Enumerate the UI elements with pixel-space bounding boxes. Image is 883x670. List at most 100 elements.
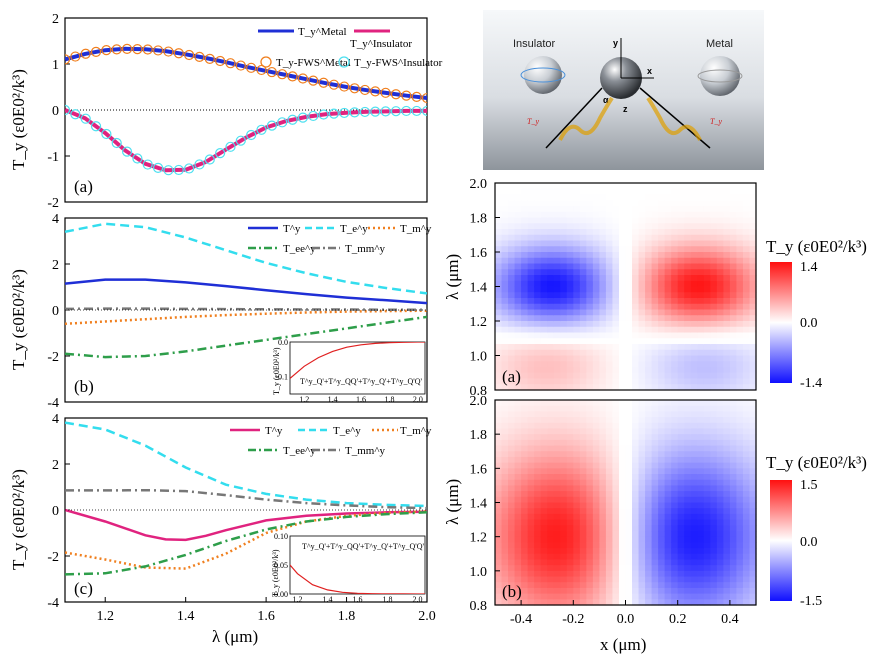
heat-cell xyxy=(534,269,542,276)
heatmap-a: 0.81.01.21.41.61.82.0 (a) λ (μm) T_y (ε0… xyxy=(443,177,867,399)
heat-cell xyxy=(553,445,561,452)
heat-cell xyxy=(658,188,666,196)
heat-cell xyxy=(586,188,594,196)
heat-cell xyxy=(618,367,627,374)
legend-c-tee: T_ee^y xyxy=(283,445,316,457)
heat-cell xyxy=(671,183,679,190)
heat-cell xyxy=(566,275,574,282)
heat-cell xyxy=(599,188,607,196)
heat-cell xyxy=(508,263,516,270)
heat-cell xyxy=(723,434,731,441)
heat-cell xyxy=(579,548,587,555)
heat-cell xyxy=(716,508,724,515)
heat-cell xyxy=(664,280,672,288)
heat-cell xyxy=(599,303,607,311)
heat-cell xyxy=(495,234,503,242)
heat-cell xyxy=(703,417,711,424)
heat-cell xyxy=(534,434,542,441)
heat-cell xyxy=(736,576,744,583)
heat-cell xyxy=(729,502,738,509)
metal-fws-point xyxy=(204,53,215,64)
heat-cell xyxy=(658,183,666,190)
heat-cell xyxy=(527,344,535,351)
heat-cell xyxy=(579,599,587,606)
heat-cell xyxy=(658,384,666,391)
heat-cell xyxy=(599,570,607,578)
heat-cell xyxy=(605,286,614,293)
heat-cell xyxy=(664,292,672,299)
heat-cell xyxy=(684,355,692,362)
heat-cell xyxy=(501,553,509,561)
heat-cell xyxy=(710,502,718,509)
heat-cell xyxy=(645,582,653,589)
heat-cell xyxy=(605,257,614,265)
heat-cell xyxy=(684,548,692,555)
heat-cell xyxy=(651,576,659,583)
heat-cell xyxy=(586,246,594,253)
heat-cell xyxy=(521,513,529,521)
heat-cell xyxy=(540,434,548,441)
heat-cell xyxy=(592,422,601,430)
heat-cell xyxy=(605,349,614,357)
heat-cell xyxy=(625,194,633,201)
heat-cell xyxy=(540,355,548,362)
heat-cell xyxy=(638,502,646,509)
heat-cell xyxy=(547,326,555,334)
heat-cell xyxy=(645,240,653,247)
heat-cell xyxy=(651,513,659,521)
heat-cell xyxy=(632,252,640,259)
heat-cell xyxy=(527,280,535,288)
heat-cell xyxy=(521,417,529,424)
heat-cell xyxy=(703,326,711,334)
heat-cell xyxy=(658,582,666,589)
heat-cell xyxy=(729,422,738,430)
metal-fws-point xyxy=(266,66,277,78)
heat-cell xyxy=(547,411,555,418)
heat-cell xyxy=(592,502,601,509)
heat-cell xyxy=(723,508,731,515)
xtick-label: 1.8 xyxy=(338,609,356,624)
heat-cell xyxy=(553,582,561,589)
heat-cell xyxy=(540,570,548,578)
heat-cell xyxy=(618,542,627,549)
heat-cell xyxy=(495,485,503,492)
heat-cell xyxy=(736,321,744,328)
heat-cell xyxy=(573,200,581,207)
heat-cell xyxy=(592,234,601,242)
heat-cell xyxy=(749,411,757,418)
heat-cell xyxy=(599,321,607,328)
heat-cell xyxy=(645,519,653,526)
heat-cell xyxy=(703,188,711,196)
heat-cell xyxy=(560,234,568,242)
heat-cell xyxy=(534,378,542,385)
heat-cell xyxy=(605,194,614,201)
heat-cell xyxy=(632,183,640,190)
heat-cell xyxy=(553,275,561,282)
heat-cell xyxy=(495,428,503,435)
heat-cell xyxy=(592,536,601,543)
heat-cell xyxy=(716,240,724,247)
heat-cell xyxy=(658,553,666,561)
heat-cell xyxy=(599,355,607,362)
heat-cell xyxy=(723,292,731,299)
heat-cell xyxy=(566,576,574,583)
heat-ytick-label: 1.2 xyxy=(470,315,488,330)
heat-cell xyxy=(651,456,659,464)
heat-cell xyxy=(651,332,659,339)
heat-cell xyxy=(527,367,535,374)
heat-cell xyxy=(645,338,653,345)
heat-cell xyxy=(579,593,587,600)
metal-fws-point xyxy=(246,62,257,73)
heat-cell xyxy=(573,496,581,504)
insulator-fws-point xyxy=(411,105,422,117)
heat-cell xyxy=(534,200,542,207)
heat-cell xyxy=(612,405,620,412)
heat-cell xyxy=(560,286,568,293)
heat-cell xyxy=(566,525,574,532)
heat-cell xyxy=(605,344,614,351)
heat-cell xyxy=(618,361,627,368)
heat-cell xyxy=(495,338,503,345)
heat-cell xyxy=(729,372,738,380)
heat-cell xyxy=(508,240,516,247)
heat-cell xyxy=(592,229,601,236)
